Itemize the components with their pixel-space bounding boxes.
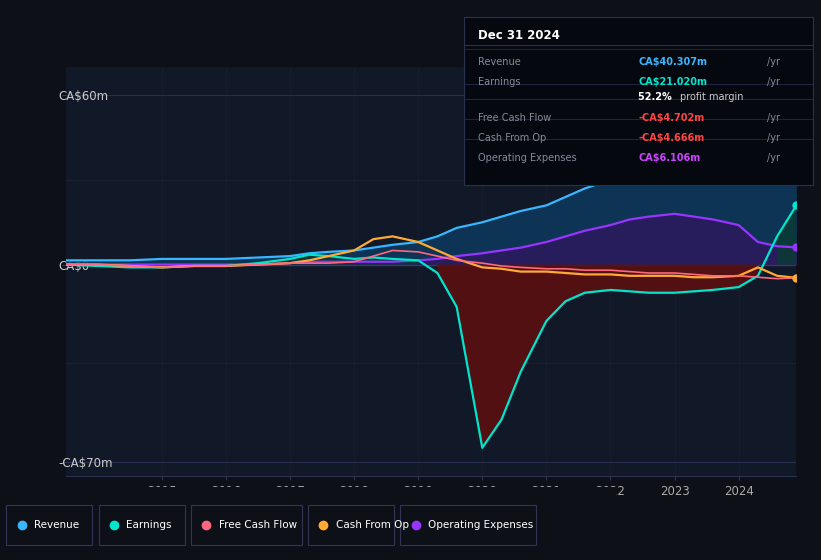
Text: Operating Expenses: Operating Expenses (428, 520, 533, 530)
Text: Earnings: Earnings (126, 520, 172, 530)
Text: Free Cash Flow: Free Cash Flow (218, 520, 296, 530)
Text: Dec 31 2024: Dec 31 2024 (478, 29, 560, 41)
Text: CA$6.106m: CA$6.106m (639, 153, 700, 163)
Text: /yr: /yr (768, 153, 781, 163)
Bar (99, 505, 185, 545)
Text: profit margin: profit margin (680, 92, 744, 102)
Text: /yr: /yr (768, 57, 781, 67)
Text: Cash From Op: Cash From Op (478, 133, 546, 143)
Text: -CA$4.702m: -CA$4.702m (639, 113, 704, 123)
Text: Earnings: Earnings (478, 77, 521, 87)
Text: Free Cash Flow: Free Cash Flow (478, 113, 551, 123)
Text: /yr: /yr (768, 113, 781, 123)
Text: /yr: /yr (768, 133, 781, 143)
Text: Revenue: Revenue (478, 57, 521, 67)
Text: Cash From Op: Cash From Op (336, 520, 409, 530)
Text: CA$21.020m: CA$21.020m (639, 77, 708, 87)
Text: Operating Expenses: Operating Expenses (478, 153, 576, 163)
Text: CA$40.307m: CA$40.307m (639, 57, 708, 67)
Text: -CA$4.666m: -CA$4.666m (639, 133, 704, 143)
Text: /yr: /yr (768, 77, 781, 87)
Bar (308, 505, 394, 545)
Bar (190, 505, 302, 545)
Bar (401, 505, 536, 545)
Text: 52.2%: 52.2% (639, 92, 676, 102)
Text: Revenue: Revenue (34, 520, 79, 530)
Bar (7, 505, 93, 545)
